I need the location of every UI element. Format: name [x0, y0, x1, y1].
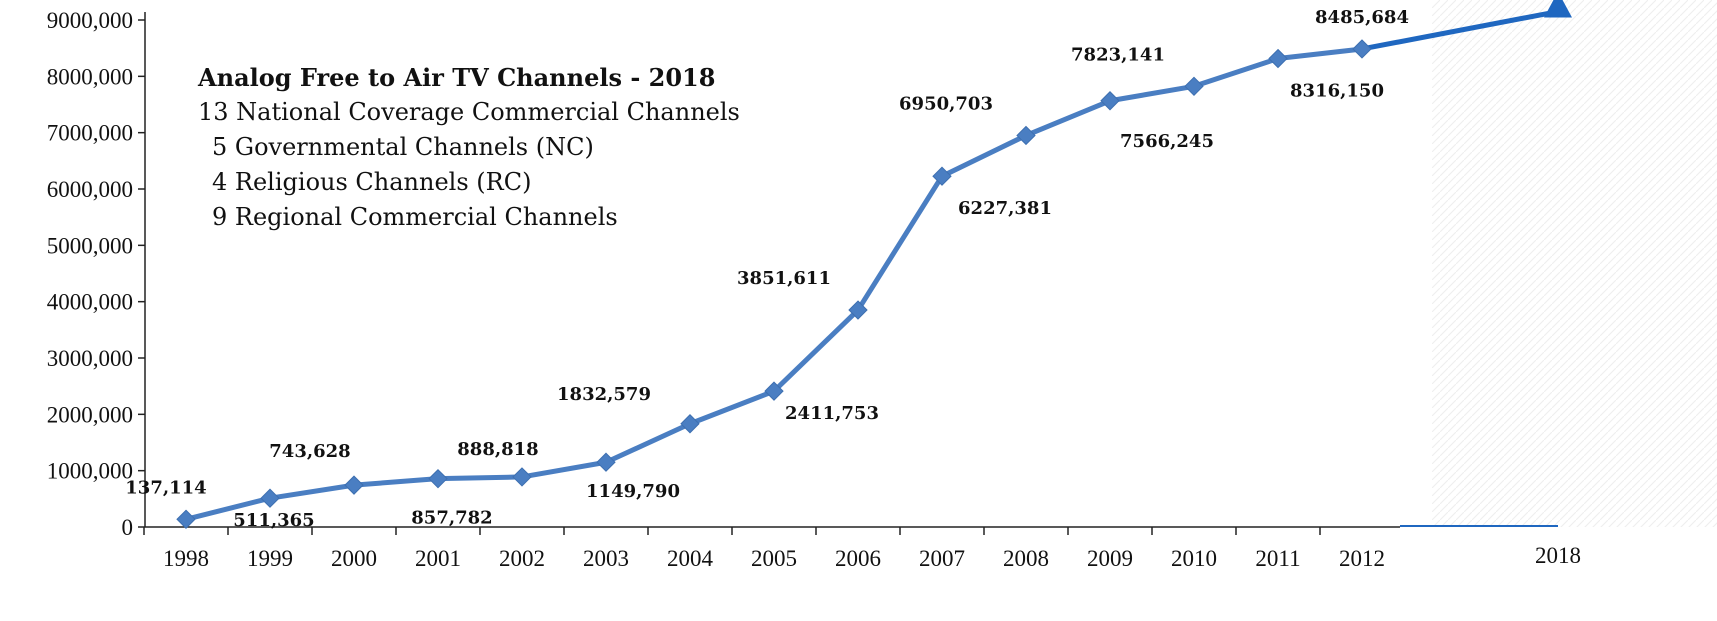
data-label: 6950,703 [899, 93, 993, 114]
data-point-marker [1016, 125, 1036, 146]
data-point-marker [428, 468, 448, 489]
x-tick-label: 2012 [1339, 546, 1385, 571]
data-point-marker [932, 166, 952, 186]
data-label: 6227,381 [958, 198, 1052, 219]
data-label: 888,818 [457, 439, 538, 460]
y-tick-label: 6000,000 [47, 177, 133, 202]
axes [144, 12, 1558, 528]
x-tick-label: 2003 [583, 546, 629, 571]
data-point-marker [1352, 39, 1372, 59]
data-label: 7823,141 [1071, 44, 1165, 65]
channels-note: Analog Free to Air TV Channels - 2018 13… [198, 60, 740, 235]
y-tick-label: 4000,000 [47, 290, 133, 315]
x-tick-label: 2010 [1171, 546, 1217, 571]
forecast-hatch-area [1432, 0, 1717, 527]
data-label: 857,782 [411, 508, 492, 529]
x-tick-label: 2011 [1255, 546, 1300, 571]
y-tick-label: 1000,000 [47, 459, 133, 484]
x-tick-label: 2006 [835, 546, 881, 571]
x-tick-label: 1998 [163, 546, 209, 571]
data-label: 2411,753 [785, 403, 879, 424]
data-label: 8316,150 [1290, 81, 1384, 102]
data-labels: 137,114 511,365 743,628 857,782 888,818 1149,… [125, 7, 1409, 531]
data-point-marker [176, 509, 196, 529]
x-tick-label: 2004 [667, 546, 714, 571]
data-point-marker [848, 300, 868, 320]
extension-arrow-marker [1544, 0, 1572, 18]
note-line-national: 13 National Coverage Commercial Channels [198, 98, 740, 126]
data-label: 511,365 [233, 510, 314, 531]
data-point-marker [1184, 76, 1204, 97]
x-tick-label: 2007 [919, 546, 965, 571]
data-point-marker [596, 452, 616, 472]
y-axis-ticks: 0 1000,000 2000,000 3000,000 4000,000 5000,00… [47, 8, 145, 540]
y-tick-label: 9000,000 [47, 8, 133, 33]
data-point-marker [260, 488, 280, 508]
data-point-marker [1268, 48, 1288, 69]
y-tick-label: 5000,000 [47, 233, 133, 258]
x-tick-label: 2001 [415, 546, 461, 571]
data-label: 137,114 [125, 477, 206, 498]
data-point-marker [680, 414, 700, 434]
x-tick-label: 2018 [1535, 543, 1581, 568]
data-label: 1832,579 [557, 384, 651, 405]
x-tick-label: 2009 [1087, 546, 1133, 571]
note-line-religious: 4 Religious Channels (RC) [212, 168, 532, 196]
y-tick-label: 0 [122, 515, 134, 540]
note-line-regional: 9 Regional Commercial Channels [212, 203, 618, 231]
y-tick-label: 7000,000 [47, 121, 133, 146]
data-point-marker [764, 381, 784, 401]
x-axis-ticks: 1998 1999 2000 2001 2002 2003 2004 2005 2006 2007… [143, 527, 1581, 571]
extension-line [1359, 9, 1561, 52]
data-point-marker [344, 475, 364, 495]
x-tick-label: 2008 [1003, 546, 1049, 571]
note-title: Analog Free to Air TV Channels - 2018 [198, 63, 716, 92]
data-point-marker [512, 467, 532, 487]
x-tick-label: 2005 [751, 546, 797, 571]
note-line-governmental: 5 Governmental Channels (NC) [212, 133, 594, 161]
x-tick-label: 2002 [499, 546, 545, 571]
series-markers [176, 39, 1372, 529]
y-tick-label: 2000,000 [47, 402, 133, 427]
data-label: 743,628 [269, 441, 350, 462]
x-tick-label: 1999 [247, 546, 293, 571]
y-tick-label: 3000,000 [47, 346, 133, 371]
x-tick-label: 2000 [331, 546, 377, 571]
y-tick-label: 8000,000 [47, 64, 133, 89]
data-label: 1149,790 [586, 481, 680, 502]
data-label: 3851,611 [737, 268, 831, 289]
data-label: 7566,245 [1120, 131, 1214, 152]
data-point-marker [1100, 91, 1120, 111]
data-label: 8485,684 [1315, 7, 1409, 28]
